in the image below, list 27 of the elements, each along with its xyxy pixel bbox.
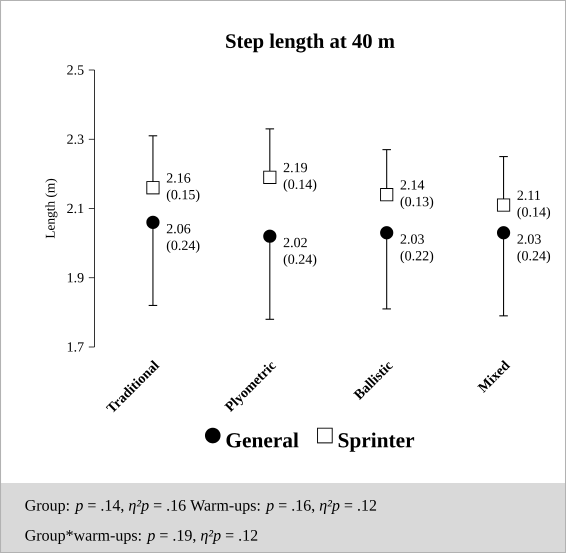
y-tick-label: 2.1 xyxy=(67,204,84,214)
y-axis-title: Length (m) xyxy=(45,178,58,238)
data-label: 2.06 (0.24) xyxy=(166,224,200,253)
point xyxy=(496,198,510,212)
point xyxy=(496,226,510,240)
data-label: 2.03 (0.24) xyxy=(517,234,550,264)
chart-title: Step length at 40 m xyxy=(226,34,395,52)
data-label: 2.02 (0.24) xyxy=(284,238,316,267)
data-label: 2.11 (0.14) xyxy=(517,190,550,220)
data-label: 2.19 (0.14) xyxy=(284,162,316,192)
point xyxy=(146,181,160,194)
point xyxy=(146,216,160,229)
legend-label: Sprinter xyxy=(338,432,414,452)
data-label: 2.14 (0.13) xyxy=(400,180,434,210)
point xyxy=(263,170,276,184)
text: Group: p = .14, η²p = .16 Warm-ups: p = .16, η²p = .12 xyxy=(25,500,376,514)
y-tick-label: 2.5 xyxy=(67,65,84,75)
point xyxy=(380,226,394,240)
y-tick-label: 2.3 xyxy=(67,134,84,144)
point xyxy=(380,188,394,202)
data-label: 2.03 (0.22) xyxy=(400,234,434,264)
point xyxy=(263,230,276,243)
legend-label: General xyxy=(226,432,299,448)
y-tick-label: 1.9 xyxy=(68,273,84,282)
text: Group*warm-ups: p = .19, η²p = .12 xyxy=(25,530,258,544)
data-label: 2.16 (0.15) xyxy=(166,173,200,202)
y-tick-label: 1.7 xyxy=(68,342,84,352)
